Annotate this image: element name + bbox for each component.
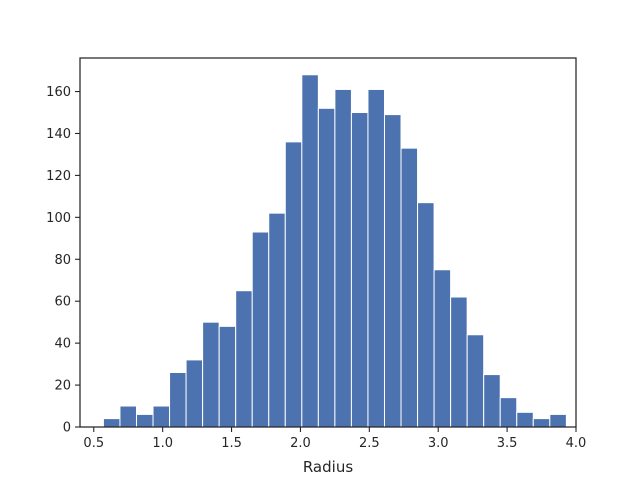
y-tick-label: 140 (46, 127, 71, 142)
x-tick-label: 3.5 (497, 436, 518, 451)
histogram-bar (301, 74, 319, 428)
histogram-bar (119, 405, 137, 428)
x-axis-label: Radius (303, 458, 353, 476)
y-tick-label: 80 (54, 253, 71, 268)
histogram-bar (367, 88, 385, 428)
x-tick-label: 2.5 (359, 436, 380, 451)
y-tick-label: 160 (46, 85, 71, 100)
histogram-bar (334, 88, 352, 428)
histogram-bar (218, 325, 237, 428)
histogram-bar (350, 112, 369, 428)
x-tick-label: 4.0 (566, 436, 587, 451)
histogram-bar (185, 359, 204, 428)
histogram-bar (202, 321, 220, 428)
x-tick-label: 2.0 (290, 436, 311, 451)
histogram-bar (317, 107, 336, 428)
y-tick-label: 120 (46, 169, 71, 184)
x-tick-label: 1.5 (221, 436, 242, 451)
y-tick-label: 60 (54, 295, 71, 310)
histogram-bar (483, 374, 501, 428)
histogram-bar (284, 141, 303, 428)
histogram-bar (433, 269, 452, 428)
histogram-bar (400, 147, 419, 428)
histogram-bar (499, 397, 518, 428)
histogram-bar (466, 334, 485, 428)
histogram-bar (268, 212, 286, 428)
bars-group (102, 74, 567, 428)
y-tick-label: 40 (54, 337, 71, 352)
histogram-bar (152, 405, 171, 428)
histogram-bar (516, 411, 534, 428)
histogram-bar (450, 296, 468, 428)
histogram-bar (251, 231, 270, 428)
x-axis: 0.5 1.0 1.5 2.0 2.5 3.0 3.5 4.0 (83, 427, 586, 451)
histogram-bar (532, 418, 551, 428)
x-tick-label: 3.0 (428, 436, 449, 451)
histogram-bar (169, 371, 187, 428)
y-axis: 0 20 40 60 80 100 120 140 160 (46, 85, 80, 436)
histogram-bar (383, 114, 402, 428)
histogram-bar (417, 202, 435, 428)
plot-frame (79, 57, 577, 428)
y-tick-label: 100 (46, 211, 71, 226)
histogram-bar (235, 290, 253, 428)
y-tick-label: 20 (54, 379, 71, 394)
x-tick-label: 0.5 (83, 436, 104, 451)
x-tick-label: 1.0 (152, 436, 173, 451)
histogram-bar (135, 413, 154, 428)
histogram-bar (102, 418, 121, 428)
histogram-bar (549, 413, 567, 428)
y-tick-label: 0 (63, 421, 71, 436)
